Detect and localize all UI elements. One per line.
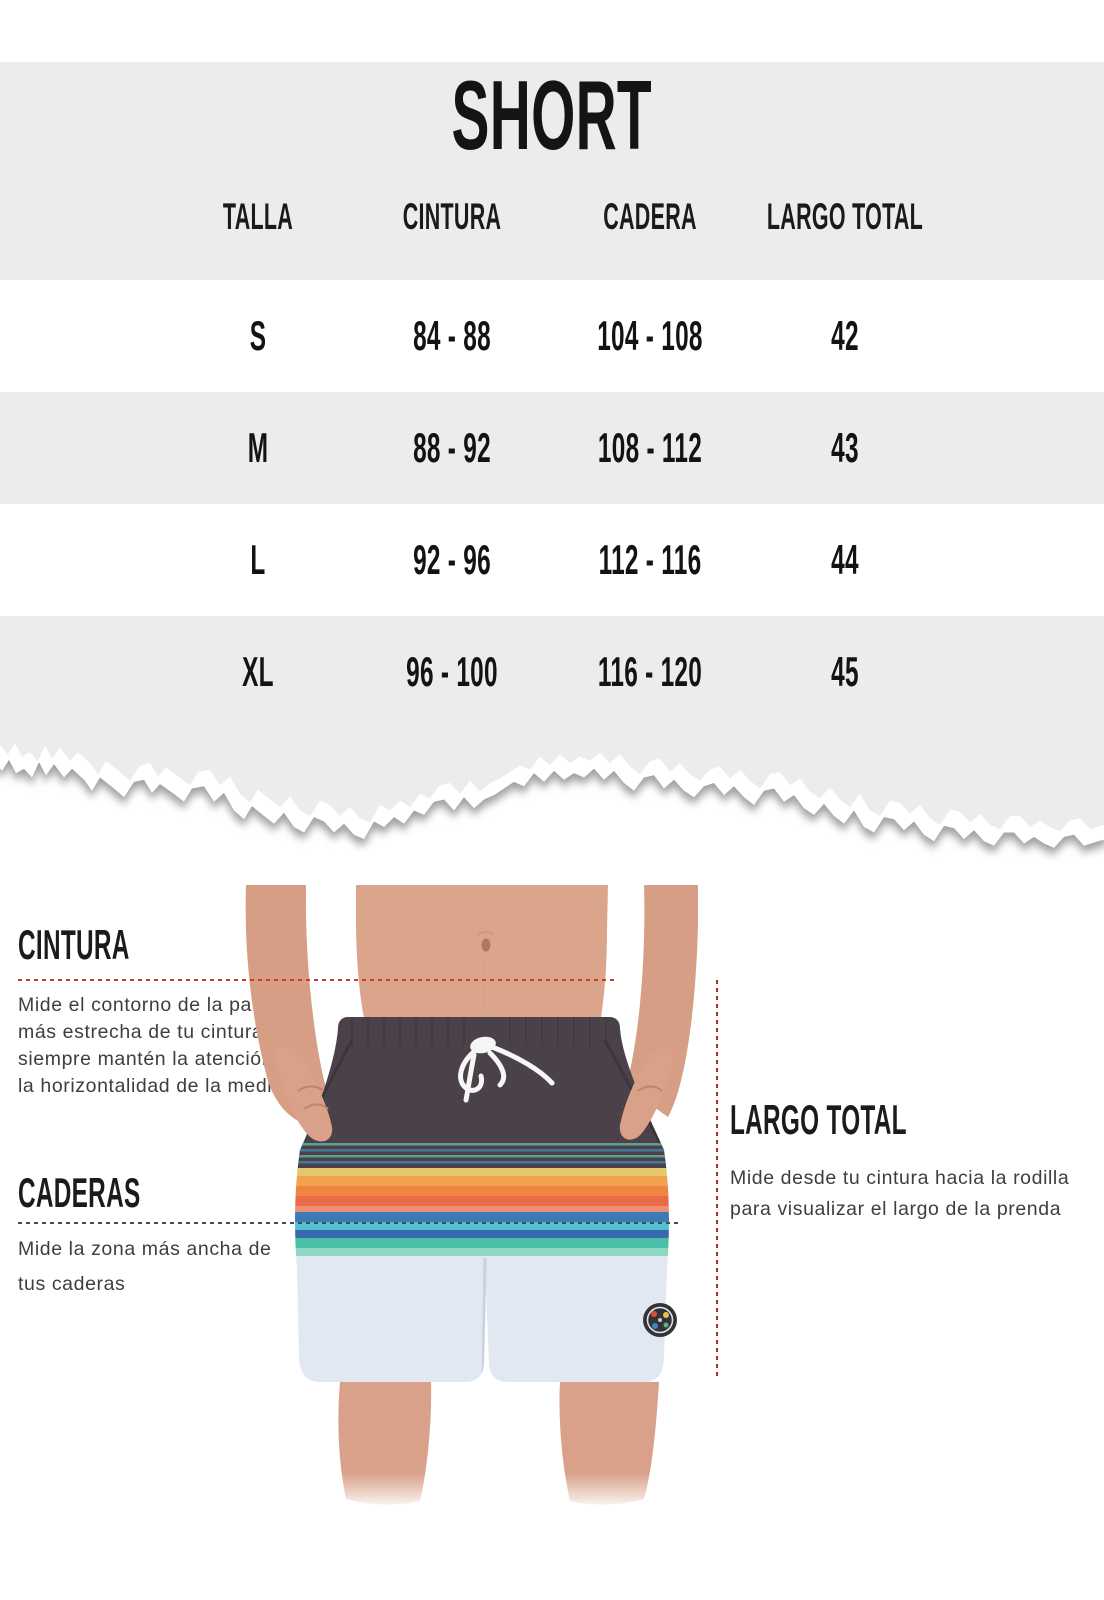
hip-cell: 108 - 112 <box>597 424 703 471</box>
size-cell: L <box>250 536 266 583</box>
header-cintura: CINTURA <box>402 196 502 237</box>
header-largo-total: LARGO TOTAL <box>766 196 924 237</box>
table-header-row: TALLA CINTURA CADERA LARGO TOTAL <box>0 186 1104 248</box>
length-guide-line <box>716 980 718 1380</box>
cintura-section-text: Mide el contorno de la parte más estrech… <box>18 994 303 1097</box>
waist-guide-line <box>18 979 614 981</box>
page-title: SHORT <box>0 66 1104 164</box>
model-photo <box>240 885 710 1510</box>
length-cell: 43 <box>831 424 859 471</box>
swim-shorts <box>295 1017 677 1382</box>
right-hand <box>619 1048 674 1140</box>
waist-cell: 84 - 88 <box>413 312 491 359</box>
left-arm <box>245 885 328 1121</box>
hip-guide-line <box>18 1222 678 1224</box>
table-row: S 84 - 88 104 - 108 42 <box>0 280 1104 392</box>
paper-header-band <box>0 62 1104 280</box>
hip-cell: 112 - 116 <box>598 536 702 583</box>
torn-paper-edge <box>0 714 1104 848</box>
waist-cell: 88 - 92 <box>413 424 491 471</box>
largo-section-text: Mide desde tu cintura hacia la rodilla p… <box>730 1167 1070 1221</box>
size-cell: XL <box>242 648 274 695</box>
size-cell: S <box>249 312 267 359</box>
largo-section-title: LARGO TOTAL <box>730 1096 907 1143</box>
model-photo-illustration <box>245 885 698 1510</box>
length-cell: 45 <box>831 648 859 695</box>
caderas-section-text: Mide la zona más ancha de tus caderas <box>18 1238 272 1296</box>
table-row: M 88 - 92 108 - 112 43 <box>0 392 1104 504</box>
waist-cell: 96 - 100 <box>406 648 498 695</box>
waist-cell: 92 - 96 <box>413 536 491 583</box>
table-row: L 92 - 96 112 - 116 44 <box>0 504 1104 616</box>
hip-cell: 116 - 120 <box>597 648 703 695</box>
left-hand <box>274 1046 333 1142</box>
page-title-text: SHORT <box>451 60 653 170</box>
table-row: XL 96 - 100 116 - 120 45 <box>0 616 1104 728</box>
torso <box>356 885 608 1018</box>
right-arm <box>626 885 698 1117</box>
length-cell: 44 <box>831 536 859 583</box>
hip-cell: 104 - 108 <box>597 312 703 359</box>
legs <box>320 1382 670 1510</box>
drawstring <box>458 1036 555 1103</box>
header-cadera: CADERA <box>603 196 697 237</box>
size-cell: M <box>247 424 269 471</box>
brand-badge <box>643 1303 677 1337</box>
caderas-section-title: CADERAS <box>18 1169 141 1216</box>
header-talla: TALLA <box>222 196 294 237</box>
cintura-section-title: CINTURA <box>18 921 130 968</box>
length-cell: 42 <box>831 312 859 359</box>
